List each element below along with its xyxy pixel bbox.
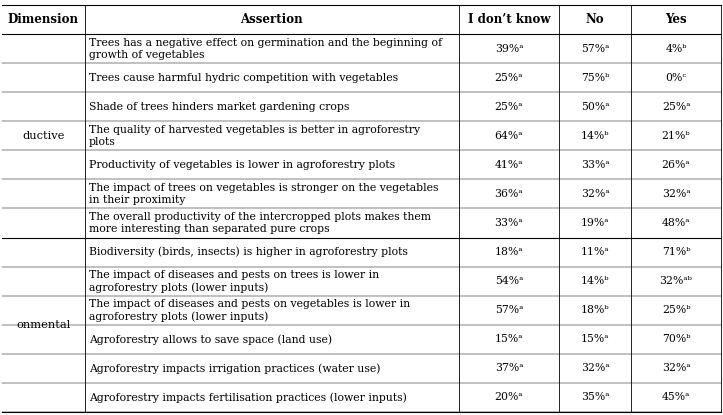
Text: 48%ᵃ: 48%ᵃ [662, 218, 690, 228]
Text: Yes: Yes [665, 13, 687, 26]
Text: Shade of trees hinders market gardening crops: Shade of trees hinders market gardening … [89, 102, 349, 112]
Text: The impact of diseases and pests on vegetables is lower in
agroforestry plots (l: The impact of diseases and pests on vege… [89, 299, 410, 322]
Text: 25%ᵇ: 25%ᵇ [662, 305, 690, 315]
Text: onmental: onmental [16, 320, 70, 330]
Text: 25%ᵃ: 25%ᵃ [662, 102, 690, 112]
Text: The quality of harvested vegetables is better in agroforestry
plots: The quality of harvested vegetables is b… [89, 125, 420, 147]
Text: 4%ᵇ: 4%ᵇ [665, 44, 687, 54]
Text: Dimension: Dimension [8, 13, 79, 26]
Text: 45%ᵃ: 45%ᵃ [662, 393, 690, 403]
Text: 14%ᵇ: 14%ᵇ [581, 276, 609, 286]
Text: 15%ᵃ: 15%ᵃ [581, 334, 609, 344]
Text: I don’t know: I don’t know [468, 13, 550, 26]
Text: 32%ᵃ: 32%ᵃ [581, 189, 609, 199]
Text: Productivity of vegetables is lower in agroforestry plots: Productivity of vegetables is lower in a… [89, 160, 395, 170]
Text: 14%ᵇ: 14%ᵇ [581, 131, 609, 141]
Text: 32%ᵃ: 32%ᵃ [662, 189, 690, 199]
Text: 57%ᵃ: 57%ᵃ [495, 305, 523, 315]
Text: Agroforestry allows to save space (land use): Agroforestry allows to save space (land … [89, 334, 332, 344]
Text: 15%ᵃ: 15%ᵃ [495, 334, 523, 344]
Text: 19%ᵃ: 19%ᵃ [581, 218, 609, 228]
Text: 20%ᵃ: 20%ᵃ [495, 393, 523, 403]
Text: No: No [586, 13, 604, 26]
Text: 36%ᵃ: 36%ᵃ [495, 189, 523, 199]
Text: 33%ᵃ: 33%ᵃ [581, 160, 609, 170]
Text: Trees cause harmful hydric competition with vegetables: Trees cause harmful hydric competition w… [89, 73, 398, 83]
Text: 75%ᵇ: 75%ᵇ [581, 73, 609, 83]
Text: 70%ᵇ: 70%ᵇ [662, 334, 690, 344]
Text: ductive: ductive [22, 131, 64, 141]
Text: Agroforestry impacts irrigation practices (water use): Agroforestry impacts irrigation practice… [89, 363, 380, 374]
Text: 39%ᵃ: 39%ᵃ [495, 44, 523, 54]
Text: Assertion: Assertion [240, 13, 303, 26]
Text: 71%ᵇ: 71%ᵇ [662, 247, 690, 257]
Text: The impact of diseases and pests on trees is lower in
agroforestry plots (lower : The impact of diseases and pests on tree… [89, 270, 379, 293]
Text: 32%ᵃ: 32%ᵃ [662, 364, 690, 374]
Text: 25%ᵃ: 25%ᵃ [495, 73, 523, 83]
Text: Agroforestry impacts fertilisation practices (lower inputs): Agroforestry impacts fertilisation pract… [89, 392, 406, 403]
Text: 57%ᵃ: 57%ᵃ [581, 44, 609, 54]
Text: 35%ᵃ: 35%ᵃ [581, 393, 609, 403]
Text: 50%ᵃ: 50%ᵃ [581, 102, 609, 112]
Text: 0%ᶜ: 0%ᶜ [665, 73, 687, 83]
Text: 32%ᵃ: 32%ᵃ [581, 364, 609, 374]
Text: The impact of trees on vegetables is stronger on the vegetables
in their proximi: The impact of trees on vegetables is str… [89, 183, 438, 205]
Text: Trees has a negative effect on germination and the beginning of
growth of vegeta: Trees has a negative effect on germinati… [89, 38, 442, 60]
Text: 33%ᵃ: 33%ᵃ [495, 218, 523, 228]
Text: 41%ᵃ: 41%ᵃ [495, 160, 523, 170]
Text: 54%ᵃ: 54%ᵃ [495, 276, 523, 286]
Text: 21%ᵇ: 21%ᵇ [662, 131, 690, 141]
Text: 18%ᵃ: 18%ᵃ [495, 247, 523, 257]
Text: 26%ᵃ: 26%ᵃ [662, 160, 690, 170]
Text: 11%ᵃ: 11%ᵃ [581, 247, 609, 257]
Text: The overall productivity of the intercropped plots makes them
more interesting t: The overall productivity of the intercro… [89, 212, 431, 234]
Text: 37%ᵃ: 37%ᵃ [495, 364, 523, 374]
Text: 25%ᵃ: 25%ᵃ [495, 102, 523, 112]
Text: 32%ᵃᵇ: 32%ᵃᵇ [659, 276, 693, 286]
Text: Biodiversity (birds, insects) is higher in agroforestry plots: Biodiversity (birds, insects) is higher … [89, 247, 408, 257]
Text: 64%ᵃ: 64%ᵃ [495, 131, 523, 141]
Text: 18%ᵇ: 18%ᵇ [581, 305, 609, 315]
